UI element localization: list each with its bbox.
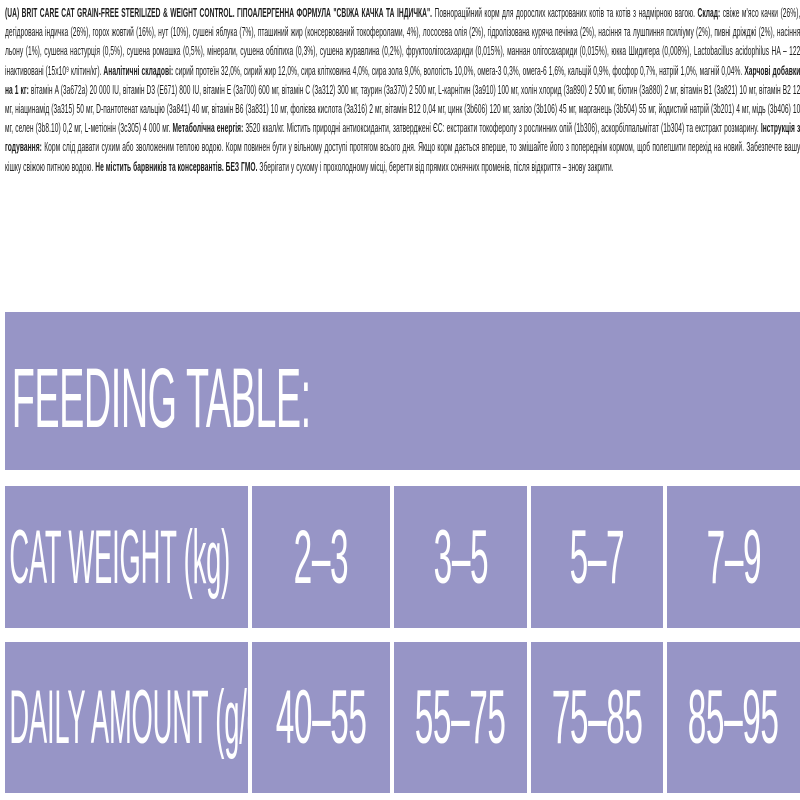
table-cell: 2–3 — [252, 486, 390, 628]
table-cell: 40–55 — [252, 642, 390, 793]
feeding-table-section: FEEDING TABLE: CAT WEIGHT (kg) 2–3 3–5 5… — [5, 312, 800, 793]
cell-value: 3–5 — [433, 514, 488, 600]
table-cell: 7–9 — [667, 486, 800, 628]
table-cell: 5–7 — [531, 486, 663, 628]
label-ingredients-text: (UA) BRIT CARE CAT GRAIN-FREE STERILIZED… — [5, 5, 800, 174]
feeding-table-title: FEEDING TABLE: — [11, 350, 311, 445]
row-label: DAILY AMOUNT (g/day) — [9, 675, 248, 760]
table-cell: 75–85 — [531, 642, 663, 793]
row-header-cell: DAILY AMOUNT (g/day) — [5, 642, 248, 793]
cell-value: 2–3 — [293, 514, 349, 600]
table-row-daily-amount: DAILY AMOUNT (g/day) 40–55 55–75 75–85 8… — [5, 642, 800, 793]
row-label: CAT WEIGHT (kg) — [9, 514, 231, 600]
cell-value: 55–75 — [415, 675, 506, 760]
table-row-cat-weight: CAT WEIGHT (kg) 2–3 3–5 5–7 7–9 — [5, 486, 800, 628]
table-cell: 55–75 — [394, 642, 527, 793]
table-cell: 3–5 — [394, 486, 527, 628]
cell-value: 7–9 — [706, 514, 761, 600]
table-cell: 85–95 — [667, 642, 800, 793]
cell-value: 75–85 — [551, 675, 643, 760]
cell-value: 85–95 — [688, 675, 779, 760]
cell-value: 5–7 — [569, 514, 625, 600]
row-header-cell: CAT WEIGHT (kg) — [5, 486, 248, 628]
cell-value: 40–55 — [275, 675, 367, 760]
feeding-table-heading: FEEDING TABLE: — [5, 312, 800, 470]
